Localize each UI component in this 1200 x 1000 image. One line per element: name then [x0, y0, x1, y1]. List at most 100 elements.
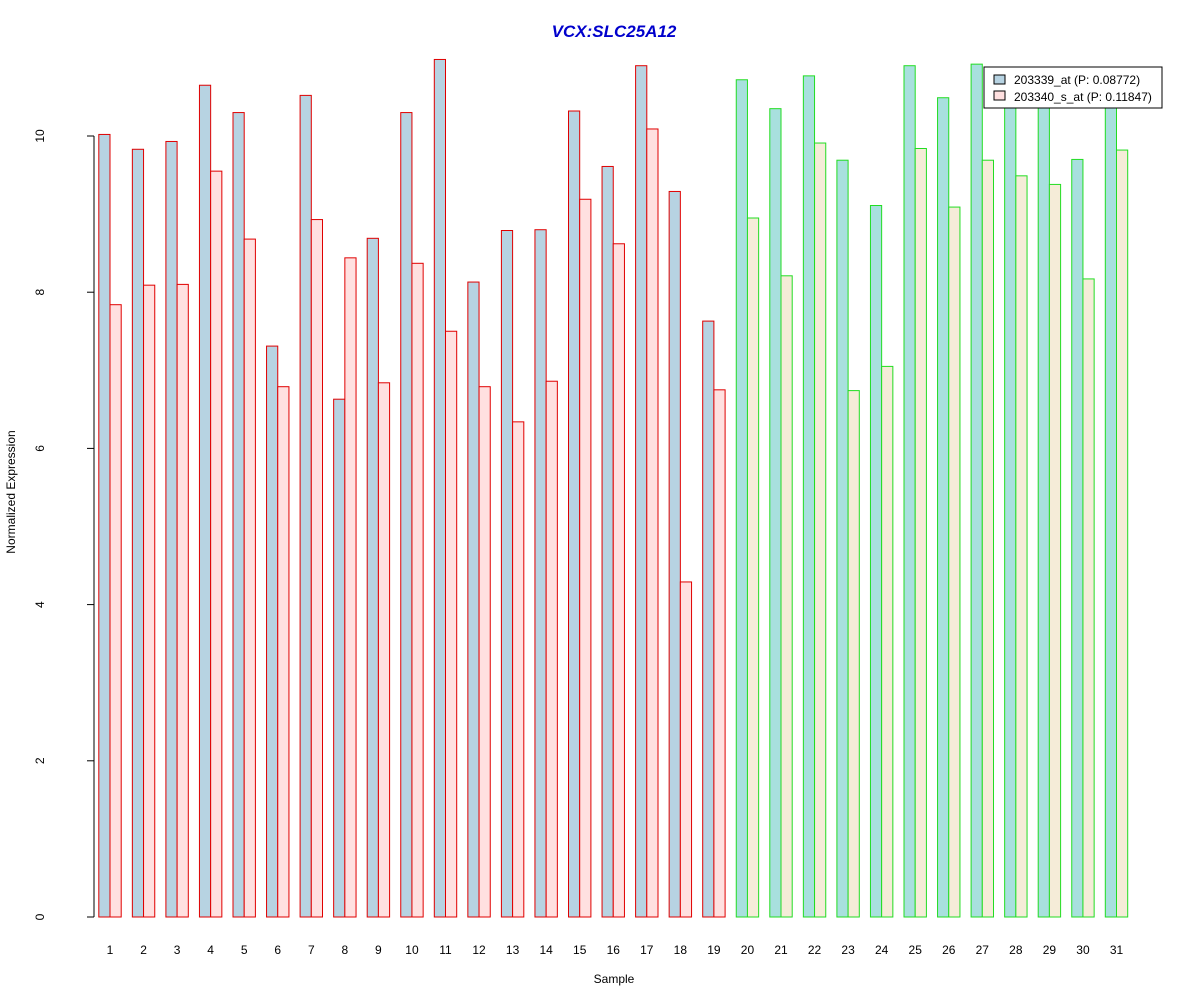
bar-203339-at [1104, 101, 1118, 918]
x-tick-label: 17 [640, 943, 654, 957]
x-tick-label: 26 [942, 943, 956, 957]
bar-203339-at [769, 108, 782, 918]
x-tick-label: 21 [774, 943, 788, 957]
x-tick-label: 16 [607, 943, 621, 957]
bar-203339-at [266, 345, 279, 918]
bar-203340-s-at [914, 147, 927, 918]
bar-203339-at [299, 94, 312, 918]
x-tick-label: 1 [107, 943, 114, 957]
bar-203340-s-at [143, 284, 156, 918]
y-axis: 0 2 4 6 8 10 [33, 129, 95, 920]
bar-203339-at [903, 65, 916, 918]
bar-203340-s-at [646, 128, 659, 918]
bar-203339-at [131, 148, 145, 918]
bar-203340-s-at [109, 304, 122, 918]
bar-203339-at [366, 237, 379, 918]
bar-203340-s-at [713, 389, 726, 918]
x-tick-label: 4 [207, 943, 214, 957]
x-tick-label: 22 [808, 943, 822, 957]
bar-203340-s-at [1082, 278, 1095, 918]
legend-label-1: 203339_at (P: 0.08772) [1014, 73, 1140, 87]
bar-203339-at [333, 398, 346, 918]
bar-203340-s-at [210, 170, 223, 918]
x-tick-label: 27 [976, 943, 990, 957]
bar-203340-s-at [478, 386, 491, 918]
bar-203340-s-at [1015, 175, 1028, 918]
bar-203340-s-at [545, 380, 558, 918]
x-tick-label: 8 [342, 943, 349, 957]
x-tick-label: 28 [1009, 943, 1023, 957]
bar-203339-at [568, 110, 581, 918]
bar-203339-at [869, 205, 883, 918]
bar-203340-s-at [579, 198, 592, 918]
bar-203339-at [534, 229, 547, 918]
bar-203339-at [1071, 158, 1084, 918]
bar-203340-s-at [612, 243, 625, 918]
bar-203339-at [400, 112, 413, 918]
x-tick-label: 19 [707, 943, 721, 957]
bar-203339-at [601, 165, 614, 918]
x-tick-label: 25 [909, 943, 923, 957]
bar-203339-at [702, 320, 715, 918]
x-tick-label: 29 [1043, 943, 1057, 957]
bar-203339-at [232, 112, 245, 918]
x-axis-label: Sample [594, 972, 635, 986]
bar-203339-at [836, 159, 849, 918]
bar-203340-s-at [981, 159, 994, 918]
bar-203339-at [433, 58, 446, 918]
bar-203340-s-at [948, 206, 961, 918]
bar-203340-s-at [176, 283, 189, 918]
x-tick-label: 7 [308, 943, 315, 957]
bar-203339-at [165, 140, 178, 918]
y-tick-label: 10 [33, 129, 47, 143]
bar-203339-at [970, 63, 983, 918]
chart-title: VCX:SLC25A12 [552, 22, 677, 41]
x-tick-label: 23 [841, 943, 855, 957]
bar-203340-s-at [881, 365, 894, 918]
bar-203339-at [668, 190, 681, 918]
bars [98, 58, 1129, 918]
legend-swatch-2 [993, 90, 1006, 101]
x-tick-label: 14 [539, 943, 553, 957]
x-tick-label: 18 [674, 943, 688, 957]
bar-203340-s-at [746, 217, 760, 918]
bar-203340-s-at [445, 330, 458, 918]
bar-203339-at [1004, 107, 1017, 918]
bar-203340-s-at [814, 142, 827, 918]
x-tick-label: 24 [875, 943, 889, 957]
bar-203339-at [735, 79, 748, 918]
bar-203340-s-at [377, 382, 391, 918]
bar-203340-s-at [512, 421, 525, 918]
x-tick-label: 6 [274, 943, 281, 957]
x-tick-label: 5 [241, 943, 248, 957]
bar-203340-s-at [411, 262, 424, 918]
x-tick-label: 11 [439, 943, 452, 957]
bar-203339-at [1037, 104, 1050, 918]
legend-box [983, 66, 1163, 109]
bar-203340-s-at [344, 257, 357, 918]
bar-203339-at [467, 281, 480, 918]
x-tick-label: 13 [506, 943, 520, 957]
bar-203340-s-at [310, 219, 323, 918]
bar-203340-s-at [243, 238, 256, 918]
y-tick-label: 2 [33, 757, 47, 764]
bar-203339-at [500, 230, 514, 918]
x-tick-labels: 1 2 3 4 5 6 7 8 9 10 11 12 13 14 15 16 17 18 19 20 21 22 23 24 2… [107, 943, 1124, 957]
x-tick-label: 15 [573, 943, 587, 957]
x-tick-label: 20 [741, 943, 755, 957]
bar-203340-s-at [277, 386, 290, 918]
y-tick-label: 0 [33, 913, 47, 920]
bar-203340-s-at [1116, 149, 1129, 918]
x-tick-label: 30 [1076, 943, 1090, 957]
legend-label-2: 203340_s_at (P: 0.11847) [1014, 90, 1152, 104]
legend: 203339_at (P: 0.08772) 203340_s_at (P: 0… [983, 66, 1163, 109]
x-tick-label: 12 [472, 943, 486, 957]
x-tick-label: 9 [375, 943, 382, 957]
bar-203339-at [198, 84, 212, 918]
y-tick-label: 4 [33, 601, 47, 608]
bar-203339-at [802, 75, 816, 918]
bar-203339-at [635, 65, 648, 918]
bar-203340-s-at [1048, 183, 1062, 918]
x-tick-label: 3 [174, 943, 181, 957]
